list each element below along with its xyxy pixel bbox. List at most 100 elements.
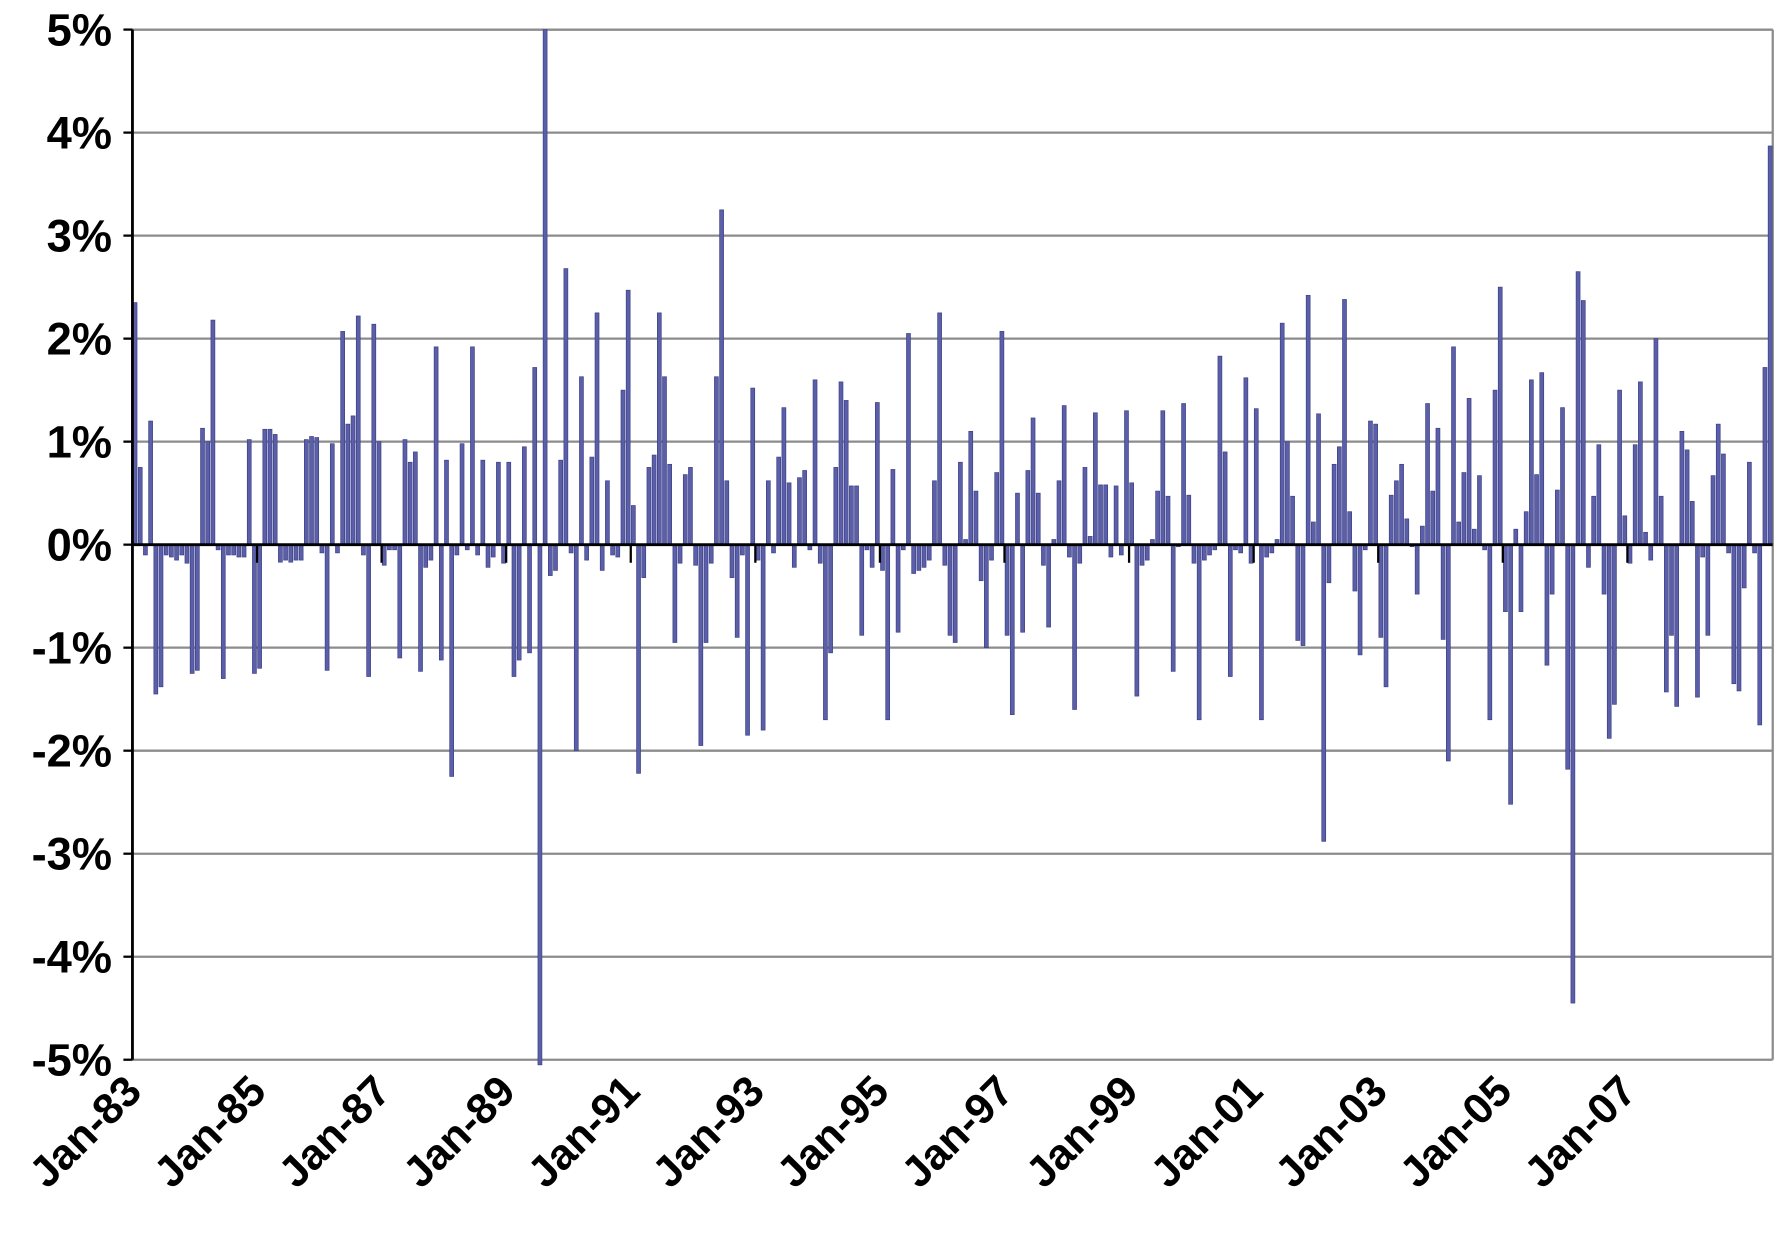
bar: [1093, 412, 1098, 545]
bar: [298, 544, 304, 561]
bar: [729, 544, 735, 578]
bar: [1420, 525, 1425, 545]
x-tick-label: Jan-95: [768, 1067, 898, 1197]
bar: [869, 544, 875, 568]
bar: [516, 544, 522, 661]
bar: [381, 544, 387, 566]
bar: [1264, 544, 1269, 558]
x-tick-label: Jan-01: [1142, 1067, 1272, 1197]
bar: [776, 456, 782, 545]
bar: [1534, 474, 1539, 545]
bar: [1368, 420, 1373, 545]
bar: [1721, 453, 1726, 545]
bar: [475, 544, 480, 556]
bar: [428, 544, 434, 561]
bar: [838, 381, 844, 545]
bar: [226, 544, 231, 556]
y-tick-label: -2%: [32, 726, 113, 777]
bar: [1259, 544, 1264, 721]
bar: [444, 459, 449, 545]
bar: [454, 544, 460, 556]
bar: [1612, 544, 1617, 705]
bar: [143, 544, 148, 556]
bar: [1295, 544, 1301, 641]
bar: [926, 544, 932, 561]
bar: [667, 463, 673, 545]
bar: [1196, 544, 1202, 721]
bar: [698, 544, 704, 746]
bar: [1736, 544, 1742, 692]
bar: [1134, 544, 1140, 697]
bar: [1342, 299, 1347, 545]
bar: [786, 482, 792, 545]
bar: [823, 544, 828, 721]
bar: [153, 544, 159, 695]
bar: [366, 544, 371, 677]
bar: [137, 467, 143, 545]
bar: [1653, 338, 1659, 545]
x-tick-label: Jan-91: [519, 1067, 649, 1197]
bar: [376, 441, 382, 545]
bar: [1253, 408, 1259, 545]
x-tick-label: Jan-07: [1516, 1067, 1646, 1197]
bar: [522, 446, 527, 545]
bar: [1715, 423, 1721, 545]
bar: [1638, 381, 1643, 545]
bar: [1591, 495, 1596, 545]
bar: [1762, 367, 1768, 545]
bar: [236, 544, 242, 558]
bar: [174, 544, 179, 561]
bar: [631, 505, 636, 545]
bar: [1705, 544, 1711, 636]
bar: [1471, 528, 1477, 545]
bar: [433, 346, 439, 545]
bar: [859, 544, 865, 636]
bar: [599, 544, 605, 571]
bar: [1285, 441, 1290, 545]
bar: [750, 387, 756, 545]
bar: [1622, 515, 1628, 545]
bar: [1352, 544, 1358, 592]
y-tick-label: 4%: [47, 107, 112, 158]
bar: [189, 544, 195, 674]
bar: [158, 544, 164, 688]
bar: [532, 367, 538, 545]
bar: [791, 544, 797, 568]
bar: [1181, 403, 1186, 545]
bar: [589, 456, 595, 545]
bar: [1414, 544, 1420, 595]
bar: [766, 480, 771, 545]
bar: [636, 544, 641, 774]
bar: [890, 469, 896, 545]
bar: [641, 544, 647, 578]
y-tick-label: -5%: [32, 1035, 113, 1086]
bar: [257, 544, 262, 669]
bar: [994, 472, 1000, 545]
bar: [1170, 544, 1176, 672]
bar: [1570, 544, 1576, 1004]
bar: [1103, 484, 1109, 545]
bar: [755, 544, 761, 561]
bar: [402, 439, 408, 545]
bar: [1347, 511, 1352, 545]
bar: [921, 544, 927, 568]
bar: [1321, 544, 1327, 842]
bar: [288, 544, 294, 563]
bar: [1165, 495, 1171, 545]
bar: [1741, 544, 1747, 589]
bar: [1378, 544, 1384, 638]
bar: [1658, 495, 1664, 545]
bar: [646, 467, 652, 545]
bar: [459, 443, 465, 545]
y-tick-label: 1%: [47, 416, 112, 467]
bar: [1336, 446, 1342, 545]
bar: [1124, 410, 1129, 545]
bar: [169, 544, 174, 558]
bar: [849, 485, 854, 545]
bar: [293, 544, 299, 561]
bar: [1290, 495, 1295, 545]
bar: [1186, 494, 1192, 545]
bar: [1373, 423, 1378, 545]
bar: [314, 437, 320, 545]
